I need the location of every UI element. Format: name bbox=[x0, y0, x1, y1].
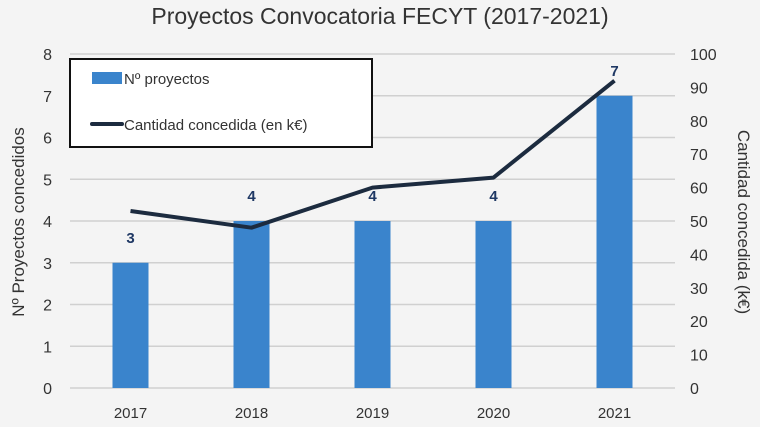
y2-tick-label: 10 bbox=[690, 348, 708, 365]
x-tick-label: 2021 bbox=[598, 405, 631, 422]
y2-tick-label: 70 bbox=[690, 147, 708, 164]
legend: Nº proyectos Cantidad concedida (en k€) bbox=[69, 58, 373, 148]
y-tick-label: 3 bbox=[43, 256, 52, 273]
y-tick-label: 6 bbox=[43, 131, 52, 148]
y-tick-label: 1 bbox=[43, 339, 52, 356]
legend-label-line: Cantidad concedida (en k€) bbox=[124, 117, 307, 134]
legend-label-bars: Nº proyectos bbox=[124, 71, 210, 88]
y-tick-label: 4 bbox=[43, 214, 52, 231]
bar bbox=[475, 221, 512, 388]
y2-tick-label: 60 bbox=[690, 181, 708, 198]
data-label: 4 bbox=[247, 188, 256, 205]
bar bbox=[596, 95, 633, 388]
x-tick-label: 2018 bbox=[235, 405, 268, 422]
x-tick-label: 2020 bbox=[477, 405, 510, 422]
y-tick-label: 7 bbox=[43, 89, 52, 106]
bar bbox=[112, 262, 149, 388]
data-label: 3 bbox=[126, 230, 134, 247]
y2-tick-label: 80 bbox=[690, 114, 708, 131]
y-tick-label: 0 bbox=[43, 381, 52, 398]
legend-bar-swatch bbox=[92, 72, 122, 84]
data-label: 4 bbox=[489, 188, 498, 205]
y2-tick-label: 20 bbox=[690, 314, 708, 331]
chart-title: Proyectos Convocatoria FECYT (2017-2021) bbox=[151, 3, 608, 29]
y2-tick-label: 40 bbox=[690, 247, 708, 264]
y2-tick-label: 30 bbox=[690, 281, 708, 298]
legend-box bbox=[69, 58, 373, 148]
y2-tick-label: 90 bbox=[690, 80, 708, 97]
y2-axis-label: Cantidad concedida (k€) bbox=[734, 130, 753, 314]
y-tick-label: 8 bbox=[43, 47, 52, 64]
y2-tick-label: 0 bbox=[690, 381, 699, 398]
x-tick-label: 2019 bbox=[356, 405, 389, 422]
y2-tick-label: 100 bbox=[690, 47, 717, 64]
y-axis-label: Nº Proyectos concedidos bbox=[9, 127, 28, 317]
bar bbox=[233, 221, 270, 388]
x-tick-label: 2017 bbox=[114, 405, 147, 422]
y-tick-label: 5 bbox=[43, 172, 52, 189]
data-label: 4 bbox=[368, 188, 377, 205]
data-label: 7 bbox=[610, 63, 618, 80]
y2-tick-label: 50 bbox=[690, 214, 708, 231]
y-tick-label: 2 bbox=[43, 298, 52, 315]
bar bbox=[354, 221, 391, 388]
